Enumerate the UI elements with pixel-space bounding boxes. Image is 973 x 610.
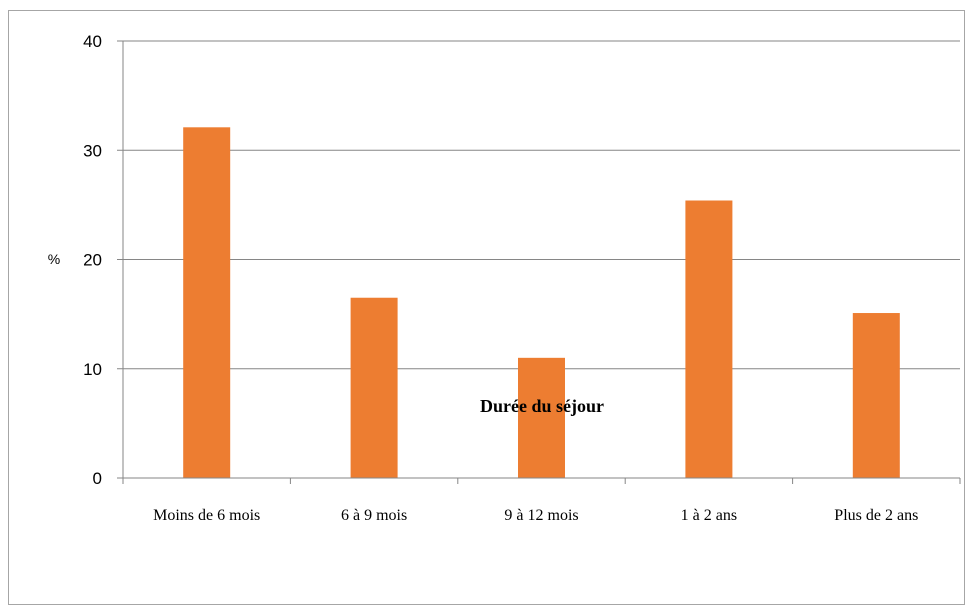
bar-4	[852, 313, 900, 478]
x-category-label: 6 à 9 mois	[341, 507, 407, 524]
bar-1	[350, 297, 398, 478]
axes	[117, 40, 961, 484]
chart-frame	[8, 10, 965, 605]
bar-2	[518, 357, 565, 478]
y-tick-label: 30	[83, 141, 102, 160]
y-axis-title: %	[48, 251, 60, 267]
gridlines	[123, 40, 960, 370]
y-tick-label: 40	[83, 32, 102, 51]
x-category-label: 1 à 2 ans	[681, 507, 737, 524]
bar-3	[685, 200, 733, 478]
labels: 0 10 20 30 40 Moins de 6 mois 6 à 9 mois 9 à 12…	[83, 32, 918, 524]
y-tick-label: 20	[83, 251, 102, 270]
x-category-label: Plus de 2 ans	[834, 507, 918, 524]
y-tick-label: 10	[83, 360, 102, 379]
x-category-label: 9 à 12 mois	[504, 507, 578, 524]
x-category-label: Moins de 6 mois	[153, 507, 260, 524]
y-tick-label: 0	[93, 469, 102, 488]
x-axis-title: Durée du séjour	[480, 396, 604, 416]
bars	[183, 127, 900, 479]
bar-0	[183, 127, 231, 479]
